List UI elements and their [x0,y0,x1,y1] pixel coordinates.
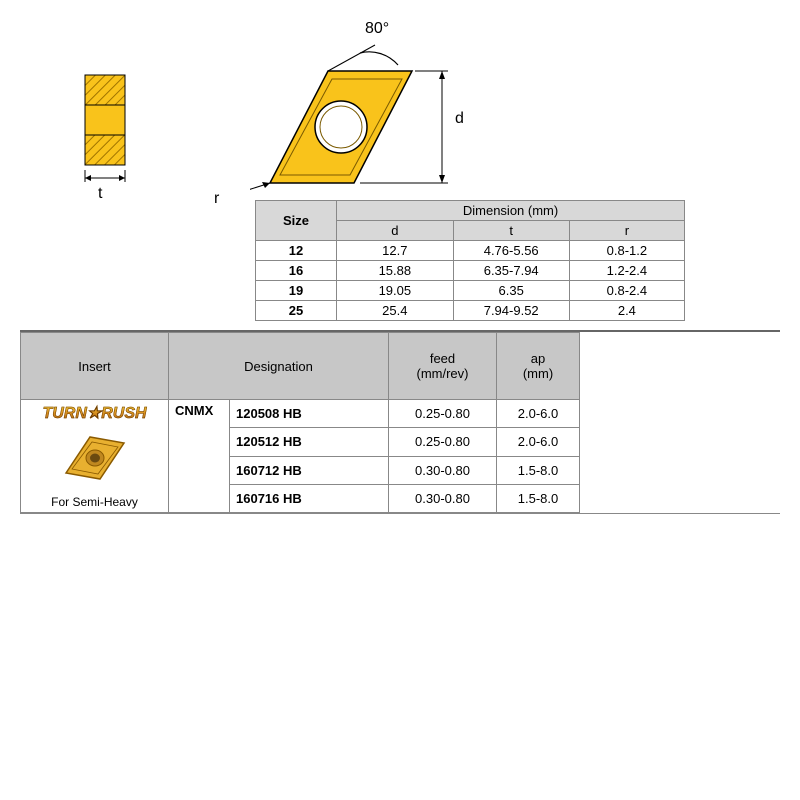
designation-header: Designation [169,333,389,400]
table-row: 12 12.7 4.76-5.56 0.8-1.2 [256,241,685,261]
size-header: Size [256,201,337,241]
brand-logo: TURN★RUSH [42,403,146,423]
top-view-diagram [250,35,480,225]
cell: 25 [256,301,337,321]
ap-header: ap (mm) [497,333,580,400]
insert-preview-cell: TURN★RUSH For Semi-Heavy [21,400,169,513]
cell: 16 [256,261,337,281]
cell: 2.0-6.0 [497,428,580,456]
r-dimension-label: r [214,190,219,208]
cell: 25.4 [337,301,454,321]
insert-table: Insert Designation feed (mm/rev) ap (mm)… [20,332,580,513]
cell: 0.8-1.2 [569,241,684,261]
cell: 160712 HB [230,456,389,484]
cell: 1.5-8.0 [497,484,580,512]
cell: 6.35-7.94 [453,261,569,281]
technical-diagram: t 80° r d Size Dimension (mm) d t [20,20,780,300]
cell: 2.0-6.0 [497,400,580,428]
cell: 120508 HB [230,400,389,428]
feed-header: feed (mm/rev) [389,333,497,400]
table-row: 19 19.05 6.35 0.8-2.4 [256,281,685,301]
insert-header: Insert [21,333,169,400]
d-dimension-label: d [455,110,464,128]
cell: 12 [256,241,337,261]
cell: 12.7 [337,241,454,261]
cell: 7.94-9.52 [453,301,569,321]
dimension-table: Size Dimension (mm) d t r 12 12.7 4.76-5… [255,200,685,321]
col-t: t [453,221,569,241]
cell: 19 [256,281,337,301]
t-dimension-label: t [98,185,102,203]
cell: 0.8-2.4 [569,281,684,301]
table-row: 25 25.4 7.94-9.52 2.4 [256,301,685,321]
cell: 2.4 [569,301,684,321]
cell: 4.76-5.56 [453,241,569,261]
cell: 0.25-0.80 [389,428,497,456]
table-row: TURN★RUSH For Semi-Heavy CNMX 120508 HB … [21,400,580,428]
col-r: r [569,221,684,241]
dimension-header: Dimension (mm) [337,201,685,221]
cell: 0.25-0.80 [389,400,497,428]
designation-prefix: CNMX [169,400,230,513]
cell: 120512 HB [230,428,389,456]
insert-subtitle: For Semi-Heavy [27,495,162,509]
angle-label: 80° [365,20,389,38]
cell: 0.30-0.80 [389,484,497,512]
side-view-diagram [80,70,150,210]
insert-section: Insert Designation feed (mm/rev) ap (mm)… [20,330,780,514]
col-d: d [337,221,454,241]
cell: 6.35 [453,281,569,301]
table-header-row: Size Dimension (mm) [256,201,685,221]
cell: 160716 HB [230,484,389,512]
table-header-row: Insert Designation feed (mm/rev) ap (mm) [21,333,580,400]
cell: 1.5-8.0 [497,456,580,484]
insert-icon [60,429,130,484]
cell: 15.88 [337,261,454,281]
cell: 19.05 [337,281,454,301]
cell: 0.30-0.80 [389,456,497,484]
table-row: 16 15.88 6.35-7.94 1.2-2.4 [256,261,685,281]
cell: 1.2-2.4 [569,261,684,281]
